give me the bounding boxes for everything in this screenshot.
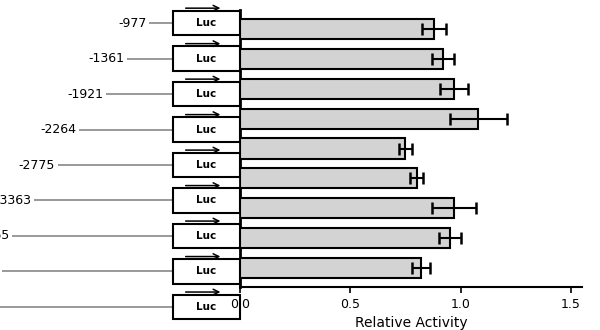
Text: -3363: -3363 [0,194,31,207]
Text: -2775: -2775 [19,158,55,172]
Text: -3765: -3765 [0,229,10,243]
FancyBboxPatch shape [173,11,240,35]
FancyBboxPatch shape [173,47,240,71]
FancyBboxPatch shape [173,188,240,213]
FancyBboxPatch shape [173,117,240,142]
Bar [240,228,449,248]
Text: Luc: Luc [196,266,217,277]
Text: Luc: Luc [196,160,217,170]
Text: Luc: Luc [196,231,217,241]
Bar [240,258,421,278]
Text: Luc: Luc [196,195,217,206]
Bar [240,109,478,129]
X-axis label: Relative Activity: Relative Activity [355,316,467,330]
Bar [240,49,443,69]
Bar [240,198,454,218]
Text: Luc: Luc [196,89,217,99]
Bar [240,19,434,39]
FancyBboxPatch shape [173,224,240,248]
Text: -977: -977 [118,16,146,30]
Bar [240,138,406,159]
FancyBboxPatch shape [173,82,240,106]
Bar [240,168,416,188]
Text: -1921: -1921 [67,87,103,101]
Text: Luc: Luc [196,53,217,64]
Text: Luc: Luc [196,302,217,312]
Text: -1361: -1361 [89,52,125,65]
Text: -2264: -2264 [41,123,77,136]
Text: Luc: Luc [196,18,217,28]
Bar [240,79,454,99]
FancyBboxPatch shape [173,259,240,283]
FancyBboxPatch shape [173,153,240,177]
FancyBboxPatch shape [173,295,240,319]
Text: Luc: Luc [196,124,217,135]
